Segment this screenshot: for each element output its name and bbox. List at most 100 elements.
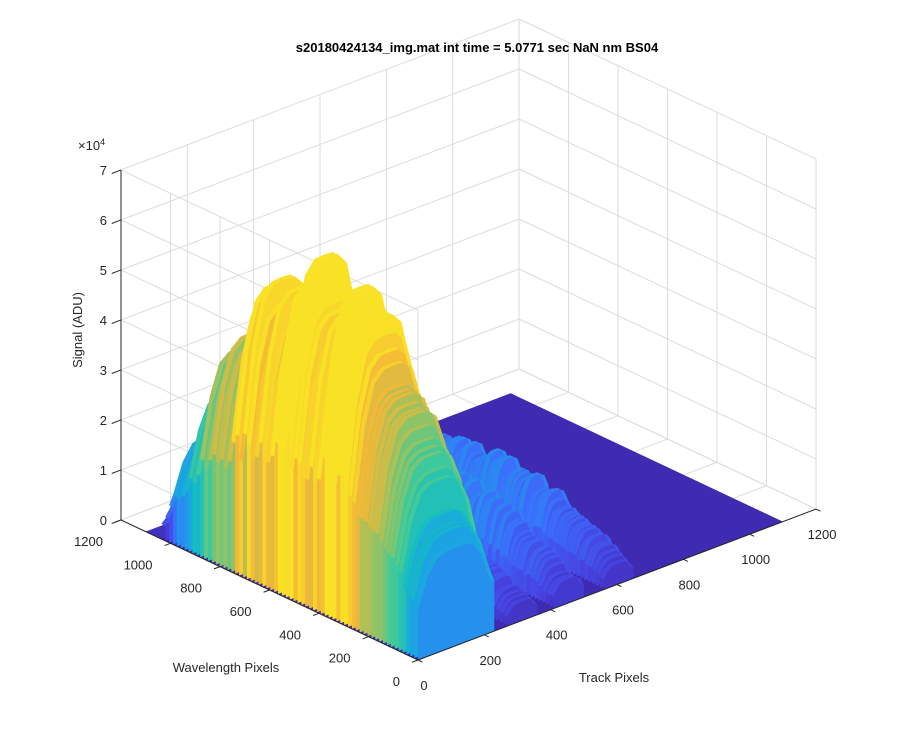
surface-crest xyxy=(375,409,456,535)
surface-crest xyxy=(502,467,537,510)
surface-crest xyxy=(542,570,577,592)
surface-crest xyxy=(476,496,510,540)
surface-crest xyxy=(537,487,572,529)
y-tick-label: 600 xyxy=(230,604,252,619)
surface-crest xyxy=(546,574,580,595)
x-tick-mark xyxy=(616,584,622,588)
x-tick-mark xyxy=(550,609,556,613)
z-tick-label: 3 xyxy=(100,363,107,378)
z-exponent-label: ×104 xyxy=(78,137,105,153)
surface-crest xyxy=(471,453,506,496)
surface-crest xyxy=(588,542,622,568)
surface-crest xyxy=(398,474,479,573)
surface-crest xyxy=(503,597,538,617)
surface-crest xyxy=(479,448,514,495)
surface-crest xyxy=(440,435,475,479)
surface-crest xyxy=(414,542,495,611)
z-tick-mark xyxy=(111,219,122,224)
surface-crest xyxy=(503,520,538,558)
grid-line xyxy=(518,318,817,460)
surface-crest xyxy=(518,472,552,516)
surface-track xyxy=(145,251,495,660)
surface-crest xyxy=(533,488,568,528)
chart-title: s20180424134_img.mat int time = 5.0771 s… xyxy=(296,40,659,55)
surface-crest xyxy=(211,329,293,456)
z-tick-mark xyxy=(111,419,122,424)
surface-crest xyxy=(564,521,599,552)
grid-line xyxy=(518,218,817,360)
surface-crest xyxy=(534,555,569,583)
surface-crest xyxy=(394,465,475,568)
y-tick-label: 1000 xyxy=(124,557,153,572)
surface-crest xyxy=(402,508,483,591)
y-tick-label: 200 xyxy=(329,651,351,666)
surface-crest xyxy=(492,583,526,607)
surface-slice xyxy=(553,576,584,609)
surface-crest xyxy=(599,559,634,580)
surface-crest xyxy=(359,387,440,520)
surface-crest xyxy=(549,505,584,540)
surface-crest xyxy=(487,455,521,500)
y-tick-label: 1200 xyxy=(74,534,103,549)
surface-crest xyxy=(498,469,533,510)
surface-plot xyxy=(145,251,783,660)
surface-crest xyxy=(495,508,530,550)
z-tick-mark xyxy=(111,269,122,274)
surface-crest xyxy=(367,400,448,528)
x-tick-mark xyxy=(417,659,423,663)
y-tick-mark xyxy=(263,589,270,593)
y-tick-mark xyxy=(312,612,320,617)
grid-line xyxy=(518,118,817,260)
z-tick-label: 4 xyxy=(100,313,107,328)
grid-line xyxy=(120,18,520,171)
surface-crest xyxy=(219,335,300,461)
surface-crest xyxy=(510,474,545,516)
surface-crest xyxy=(379,423,460,543)
surface-crest xyxy=(488,584,522,607)
surface-crest xyxy=(538,561,573,587)
grid-line xyxy=(518,368,817,510)
surface-crest xyxy=(584,540,619,566)
y-tick-mark xyxy=(411,659,419,663)
surface-crest xyxy=(172,429,254,498)
surface-crest xyxy=(545,505,580,539)
surface-crest xyxy=(580,532,615,561)
x-tick-label: 1000 xyxy=(741,552,770,567)
y-tick-mark xyxy=(213,566,221,570)
surface-crest xyxy=(507,530,542,564)
y-tick-mark xyxy=(362,636,369,640)
surface-crest xyxy=(494,471,529,510)
z-tick-mark xyxy=(111,369,122,374)
grid-line xyxy=(120,68,520,221)
z-tick-mark xyxy=(111,319,122,324)
x-tick-label: 600 xyxy=(612,603,634,618)
surface-crest xyxy=(200,344,281,461)
surface-crest xyxy=(572,526,607,556)
surface-crest xyxy=(522,548,557,577)
surface-crest xyxy=(530,550,565,580)
x-axis-label: Track Pixels xyxy=(579,670,650,685)
surface-crest xyxy=(464,490,499,534)
surface-crest xyxy=(495,589,530,611)
x-tick-label: 0 xyxy=(420,678,427,693)
surface-crest xyxy=(499,593,534,614)
surface-crest xyxy=(467,454,502,495)
z-tick-mark xyxy=(111,519,122,524)
surface-crest xyxy=(355,382,436,517)
grid-line xyxy=(518,68,817,210)
surface-crest xyxy=(541,497,576,534)
y-tick-mark xyxy=(164,542,171,547)
x-tick-label: 200 xyxy=(479,653,501,668)
z-tick-label: 0 xyxy=(100,513,107,528)
surface-slice xyxy=(418,543,495,660)
surface-crest xyxy=(487,502,522,545)
surface-crest xyxy=(363,391,444,523)
surface-crest xyxy=(568,522,603,554)
surface-crest xyxy=(560,516,595,548)
surface-crest xyxy=(382,436,464,550)
surface-crest xyxy=(518,538,553,571)
surface-crest xyxy=(456,477,491,526)
y-axis-label: Wavelength Pixels xyxy=(173,660,280,675)
surface-crest xyxy=(444,436,479,481)
